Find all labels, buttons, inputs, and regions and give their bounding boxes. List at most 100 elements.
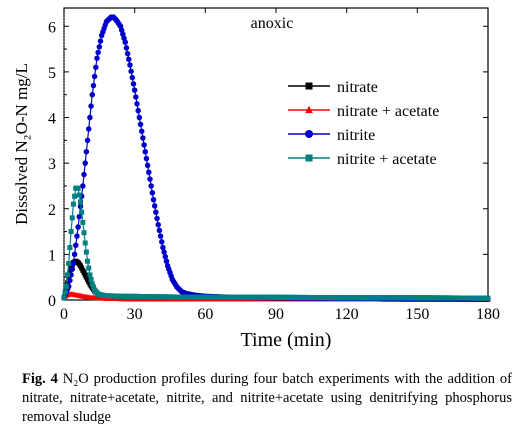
chart-svg: 0 30 60 90 120 150 180 0 1 2 3 4 5 6 Time (min) Dissolv… — [12, 7, 500, 351]
data-point — [148, 183, 154, 189]
data-point — [131, 87, 138, 93]
caption-text: N₂O production profiles during four batc… — [22, 371, 512, 425]
data-point — [67, 245, 73, 251]
data-point — [89, 91, 96, 98]
data-point — [93, 64, 99, 71]
data-point — [151, 203, 158, 209]
y-tick-label: 1 — [48, 247, 56, 264]
data-point — [69, 215, 75, 221]
y-tick-label: 0 — [48, 293, 56, 310]
data-point — [87, 272, 93, 278]
legend-label: nitrite — [337, 127, 375, 144]
legend-label: nitrate — [337, 79, 378, 96]
data-point — [157, 233, 164, 239]
legend-marker — [305, 82, 313, 90]
x-tick-label: 90 — [268, 306, 284, 323]
data-point — [67, 269, 73, 275]
data-point — [90, 284, 96, 290]
data-point — [127, 62, 133, 68]
y-tick-label: 4 — [48, 111, 56, 128]
data-point — [90, 82, 97, 89]
legend-marker — [305, 154, 313, 162]
data-point — [91, 73, 98, 80]
x-tick-label: 150 — [405, 306, 429, 323]
chart-annotation: anoxic — [251, 15, 294, 32]
data-point — [485, 295, 491, 301]
data-point — [75, 224, 81, 230]
data-point — [83, 249, 89, 255]
data-point — [88, 103, 94, 109]
data-point — [133, 94, 139, 100]
data-point — [163, 258, 170, 264]
data-point — [75, 185, 81, 191]
data-point — [140, 135, 146, 141]
data-point — [81, 230, 87, 236]
data-point — [136, 114, 143, 121]
data-point — [135, 107, 141, 114]
data-point — [156, 227, 163, 234]
data-point — [66, 261, 72, 266]
legend-label: nitrate + acetate — [337, 103, 439, 120]
y-tick-label: 2 — [48, 202, 56, 219]
y-tick-label: 3 — [48, 156, 56, 173]
data-point — [122, 39, 128, 45]
data-point — [154, 215, 160, 222]
data-point — [149, 190, 156, 196]
data-point — [150, 196, 157, 203]
data-point — [123, 45, 130, 51]
data-point — [81, 171, 87, 178]
figure-caption: Fig. 4 N₂O production profiles during fo… — [22, 370, 512, 427]
data-point — [72, 193, 78, 199]
data-point — [87, 114, 93, 121]
y-tick-label: 6 — [48, 19, 56, 36]
y-tick-label: 5 — [48, 65, 56, 82]
data-point — [124, 50, 131, 57]
data-point — [161, 249, 167, 255]
data-point — [73, 242, 79, 248]
data-point — [138, 128, 145, 134]
data-point — [143, 155, 150, 162]
data-point — [146, 169, 152, 175]
data-point — [126, 56, 132, 63]
x-tick-label: 30 — [127, 306, 143, 323]
data-point — [130, 81, 137, 87]
data-point — [65, 280, 71, 286]
data-point — [82, 160, 88, 166]
data-point — [76, 192, 82, 198]
data-point — [96, 44, 103, 50]
data-point — [142, 148, 149, 155]
data-point — [141, 142, 147, 148]
legend-marker — [305, 130, 313, 138]
data-point — [144, 162, 151, 169]
series-line-3 — [63, 187, 489, 299]
data-point — [84, 137, 91, 144]
x-tick-label: 120 — [335, 306, 359, 323]
data-point — [94, 55, 100, 61]
data-point — [69, 266, 75, 272]
data-point — [89, 281, 95, 287]
data-point — [76, 213, 83, 220]
series-line-0 — [63, 260, 488, 300]
data-point — [63, 283, 69, 289]
caption-label: Fig. 4 — [22, 371, 58, 387]
data-point — [67, 277, 73, 284]
data-point — [74, 233, 80, 239]
data-point — [70, 260, 77, 267]
data-point — [88, 276, 94, 282]
x-tick-label: 180 — [476, 306, 500, 323]
data-point — [79, 209, 85, 215]
data-point — [128, 68, 134, 75]
data-point — [70, 201, 76, 207]
data-point — [85, 258, 91, 264]
data-point — [85, 126, 92, 132]
data-point — [83, 148, 90, 155]
data-point — [160, 244, 166, 251]
data-point — [71, 251, 78, 258]
data-point — [80, 183, 86, 189]
data-point — [61, 295, 67, 301]
data-point — [62, 289, 68, 295]
data-point — [153, 209, 159, 215]
data-point — [77, 199, 83, 205]
data-point — [159, 239, 165, 245]
x-tick-label: 0 — [60, 306, 68, 323]
